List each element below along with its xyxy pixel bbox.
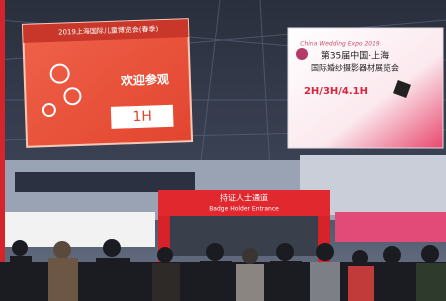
scene: 2019上海国际儿童博览会(春季) 欢迎参观 1H China Wedding … (0, 0, 446, 301)
person (10, 256, 32, 301)
welcome-text: 欢迎参观 (120, 71, 170, 88)
gate-subtitle: Badge Holder Entrance (209, 206, 279, 213)
person (242, 248, 258, 264)
logo (296, 48, 308, 60)
person (48, 258, 78, 301)
person (348, 266, 374, 301)
booth-wall (5, 212, 155, 247)
person (421, 245, 439, 263)
person (270, 261, 302, 301)
person (310, 262, 340, 301)
stage-truss (15, 172, 195, 192)
person (276, 243, 294, 261)
person (316, 243, 334, 261)
person (416, 263, 446, 301)
person (12, 240, 28, 256)
gate-title: 持证人士通道 (220, 193, 268, 203)
person (236, 264, 264, 301)
person (53, 241, 71, 259)
person (152, 263, 180, 301)
left-banner: 2019上海国际儿童博览会(春季) 欢迎参观 1H (23, 19, 192, 147)
person (96, 258, 130, 301)
booth-sign (335, 212, 446, 242)
person (200, 261, 232, 301)
title-line-1: 第35届中国·上海 (321, 50, 389, 62)
person (378, 264, 408, 301)
person (103, 239, 121, 257)
person (157, 247, 173, 263)
person (206, 243, 224, 261)
page: {"left_banner": {"top_line": "2019上海国际儿童… (0, 0, 446, 301)
gate-opening (170, 216, 318, 256)
brand-text: China Wedding Expo 2019 (300, 41, 380, 48)
person (352, 250, 368, 266)
right-banner: China Wedding Expo 2019 第35届中国·上海 国际婚纱摄影… (288, 28, 443, 148)
edge-strip (0, 0, 5, 301)
title-line-2: 国际婚纱摄影器材展览会 (311, 63, 399, 73)
hall-label: 1H (132, 108, 152, 125)
halls-label: 2H/3H/4.1H (304, 86, 368, 97)
person (383, 246, 401, 264)
